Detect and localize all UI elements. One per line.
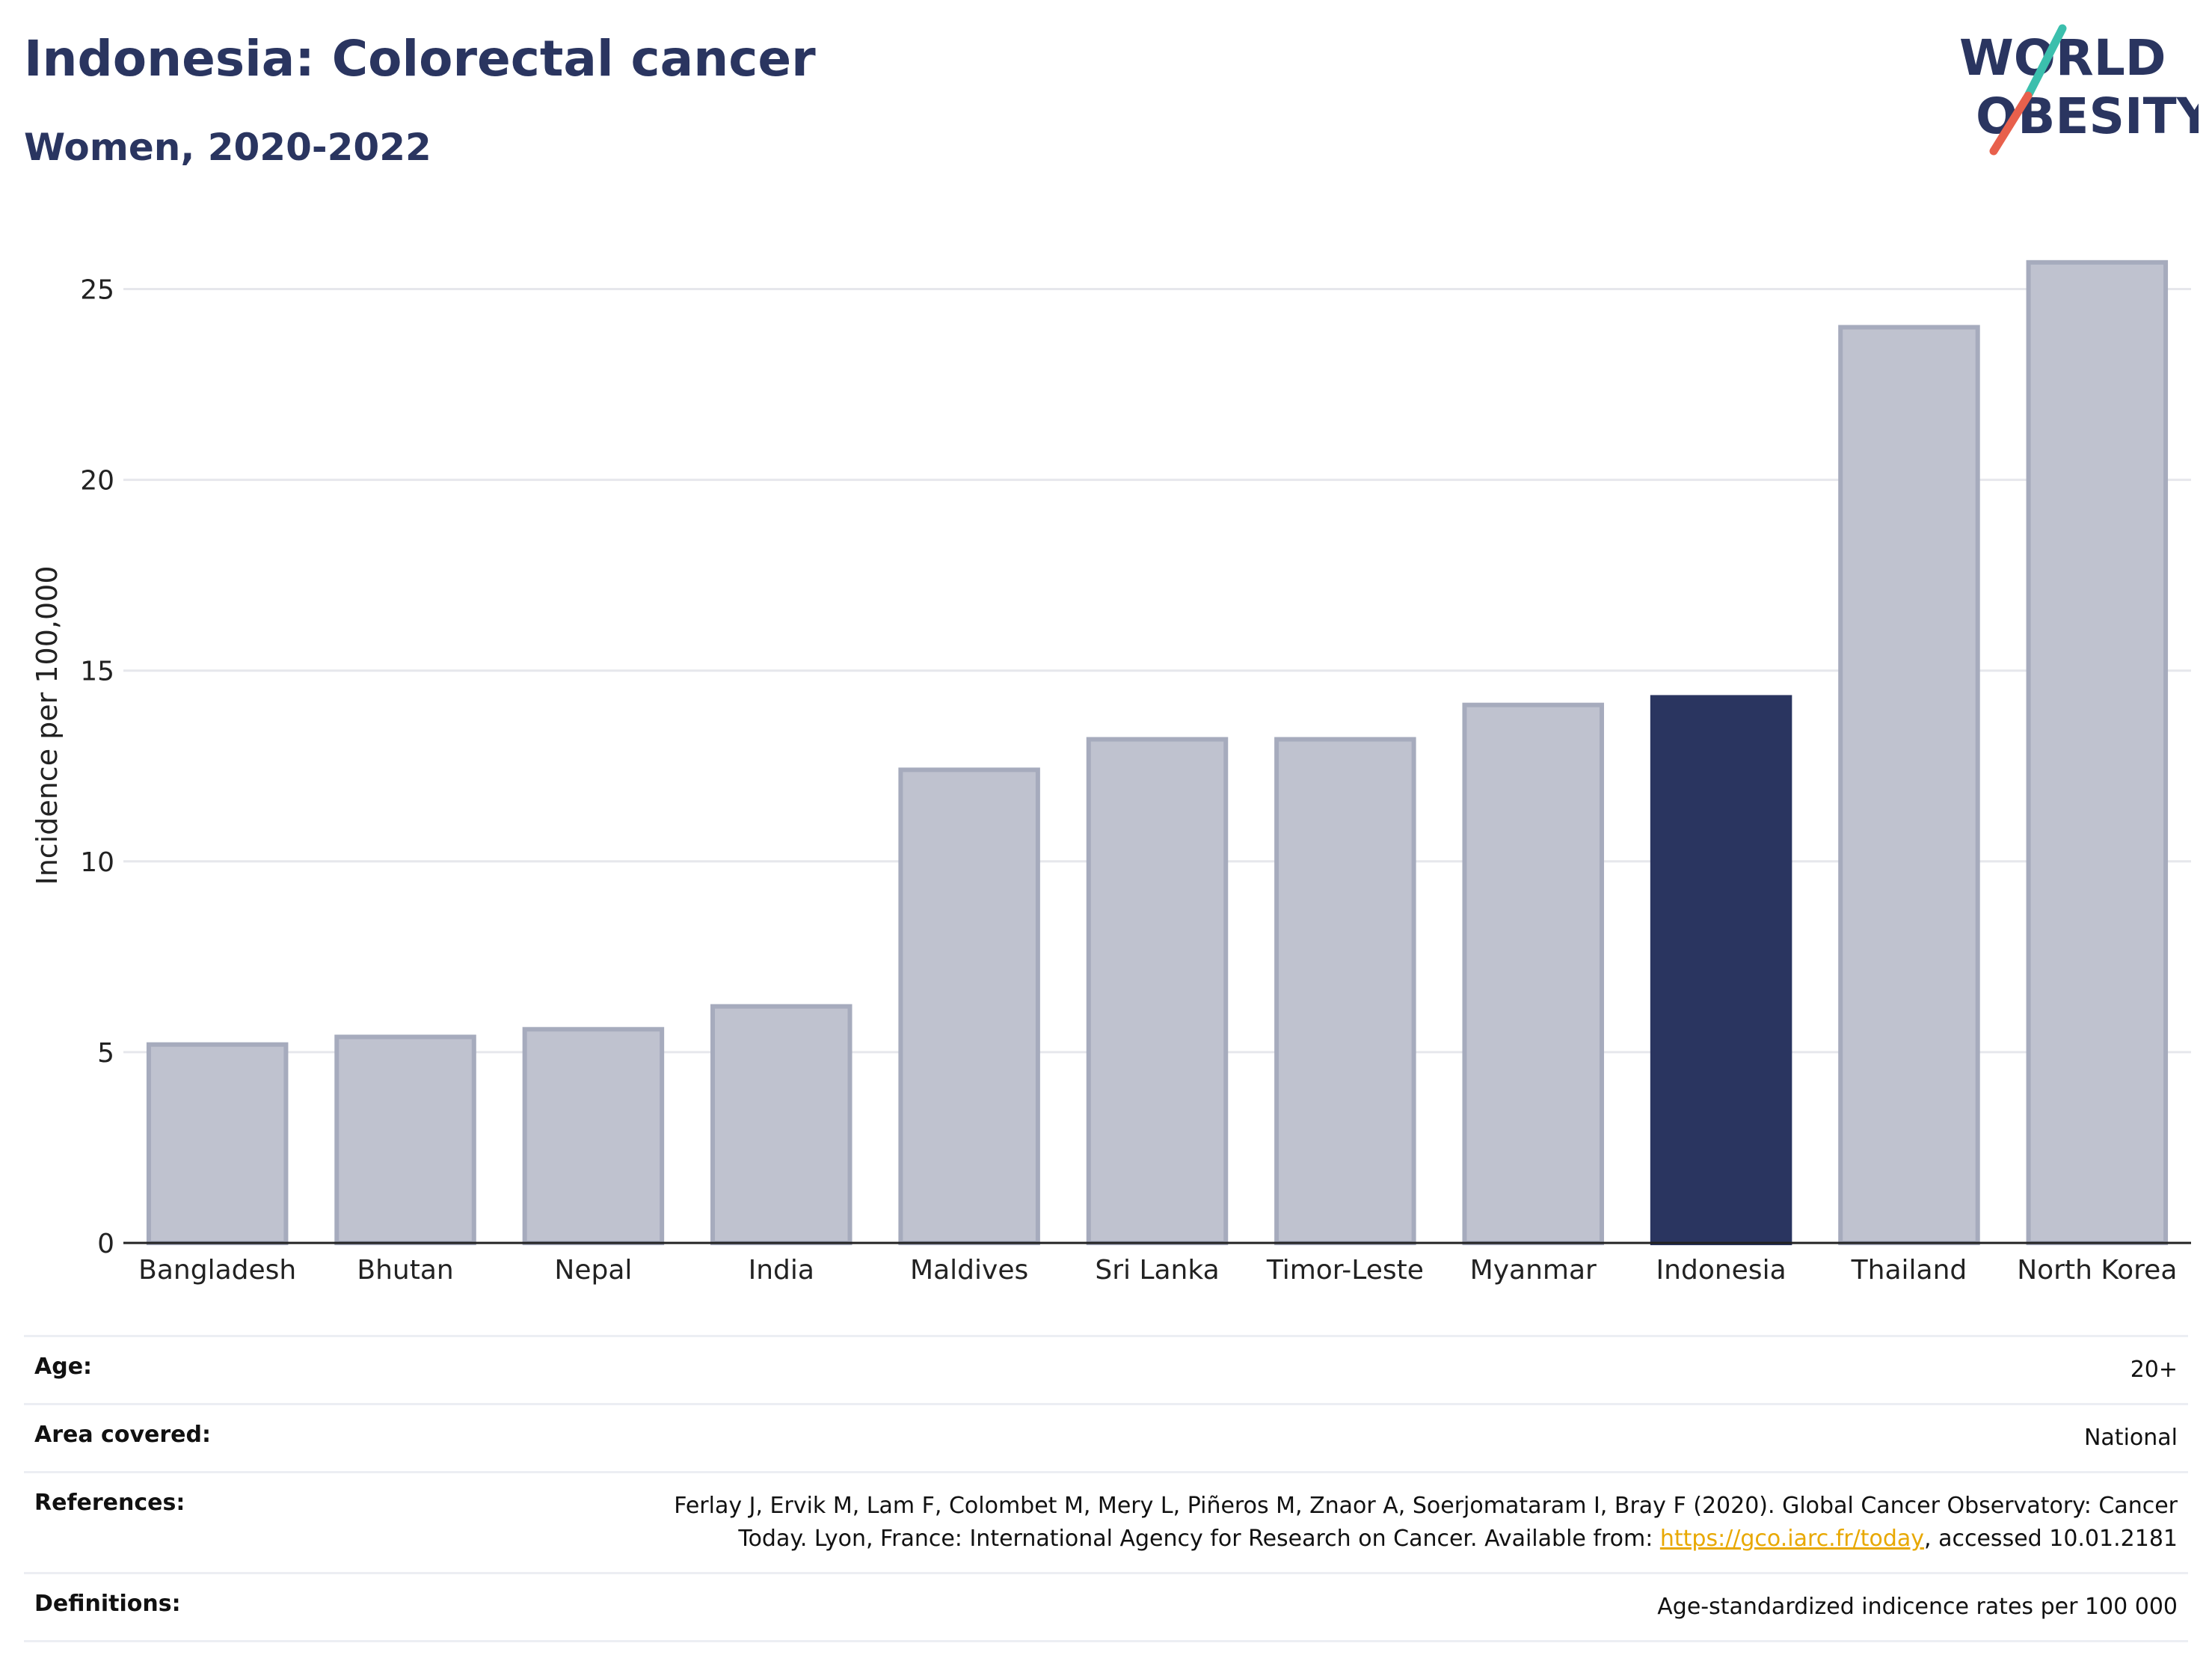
meta-row-definitions: Definitions: Age-standardized indicence … bbox=[24, 1572, 2188, 1642]
x-tick-label: Indonesia bbox=[1656, 1255, 1787, 1286]
y-tick-label: 25 bbox=[80, 275, 114, 306]
area-label: Area covered: bbox=[34, 1422, 211, 1448]
x-tick-label: India bbox=[749, 1255, 814, 1286]
definitions-label: Definitions: bbox=[34, 1591, 181, 1617]
bar-indonesia bbox=[1650, 695, 1792, 1245]
references-value: Ferlay J, Ervik M, Lam F, Colombet M, Me… bbox=[645, 1490, 2178, 1556]
bar-nepal bbox=[522, 1027, 665, 1245]
references-text-1: Ferlay J, Ervik M, Lam F, Colombet M, Me… bbox=[674, 1493, 2178, 1552]
y-tick-label: 20 bbox=[80, 466, 114, 497]
references-label: References: bbox=[34, 1490, 185, 1516]
chart-title: Indonesia: Colorectal cancer bbox=[24, 30, 816, 87]
bar-myanmar bbox=[1462, 702, 1604, 1245]
age-label: Age: bbox=[34, 1354, 93, 1380]
metadata-table: Age: 20+ Area covered: National Referenc… bbox=[24, 1335, 2188, 1642]
logo-slash-bottom bbox=[1989, 91, 2033, 156]
bar-india bbox=[710, 1004, 852, 1245]
bars bbox=[146, 260, 2169, 1246]
references-link[interactable]: https://gco.iarc.fr/today bbox=[1659, 1526, 1925, 1552]
x-tick-label: Sri Lanka bbox=[1095, 1255, 1219, 1286]
bar-bhutan bbox=[334, 1034, 476, 1246]
meta-row-age: Age: 20+ bbox=[24, 1335, 2188, 1403]
x-tick-label: Nepal bbox=[554, 1255, 632, 1286]
y-tick-label: 15 bbox=[80, 657, 114, 687]
meta-row-area: Area covered: National bbox=[24, 1403, 2188, 1471]
bar-chart: 0 5 10 15 20 25 Bangladesh Bhutan Nepal India Mald… bbox=[31, 260, 2191, 1286]
chart-subtitle: Women, 2020-2022 bbox=[24, 126, 431, 169]
x-tick-label: Thailand bbox=[1851, 1255, 1967, 1286]
bar-sri-lanka bbox=[1086, 737, 1229, 1245]
bar-maldives bbox=[898, 767, 1040, 1245]
bar-bangladesh bbox=[146, 1042, 289, 1246]
logo-line-2: OBESITY bbox=[1976, 87, 2199, 145]
area-value: National bbox=[2083, 1425, 2178, 1451]
x-tick-label: Maldives bbox=[910, 1255, 1028, 1286]
logo-slash-top bbox=[2024, 24, 2067, 100]
references-text-2: , accessed 10.01.2181 bbox=[1924, 1526, 2178, 1552]
meta-row-references: References: Ferlay J, Ervik M, Lam F, Co… bbox=[24, 1471, 2188, 1572]
x-tick-label: Myanmar bbox=[1470, 1255, 1597, 1286]
logo-line-1: WORLD bbox=[1959, 29, 2166, 87]
x-tick-label: Bhutan bbox=[357, 1255, 453, 1286]
world-obesity-logo: WORLD OBESITY bbox=[1959, 24, 2199, 156]
x-tick-label: Timor-Leste bbox=[1266, 1255, 1424, 1286]
bar-north-korea bbox=[2026, 260, 2169, 1246]
bar-timor-leste bbox=[1274, 737, 1416, 1245]
y-tick-label: 5 bbox=[97, 1038, 114, 1069]
x-tick-label: Bangladesh bbox=[138, 1255, 296, 1286]
axes: 0 5 10 15 20 25 Bangladesh Bhutan Nepal India Mald… bbox=[80, 275, 2191, 1286]
age-value: 20+ bbox=[2130, 1357, 2178, 1383]
definitions-value: Age-standardized indicence rates per 100… bbox=[1657, 1594, 2178, 1620]
y-tick-label: 0 bbox=[97, 1229, 114, 1259]
y-tick-label: 10 bbox=[80, 847, 114, 878]
y-axis-label: Incidence per 100,000 bbox=[31, 565, 64, 885]
x-tick-label: North Korea bbox=[2017, 1255, 2177, 1286]
bar-thailand bbox=[1838, 325, 1980, 1246]
